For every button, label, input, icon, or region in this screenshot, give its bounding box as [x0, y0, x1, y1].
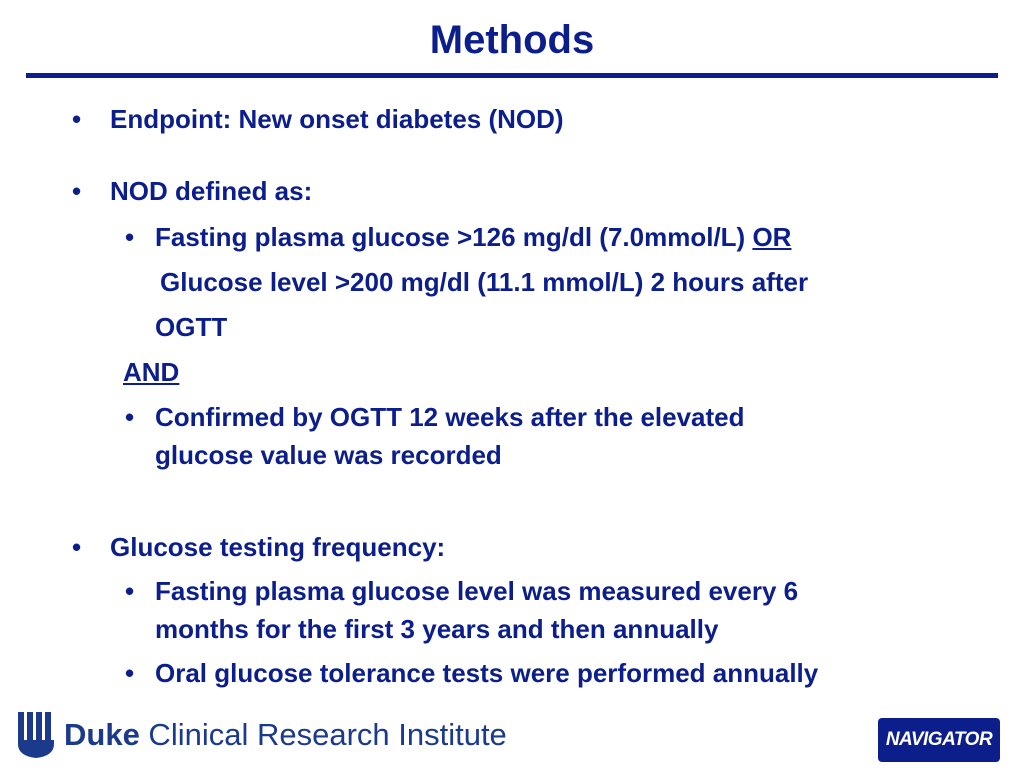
bullet-dot: • — [72, 104, 82, 134]
sub-bullet-dot: • — [125, 222, 135, 252]
sub-bullet-ogtt-annually: Oral glucose tolerance tests were perfor… — [155, 658, 819, 688]
slide-title: Methods — [429, 18, 595, 62]
sub-bullet-dot: • — [125, 576, 135, 606]
bullet-dot: • — [72, 176, 82, 206]
bullet-nod-defined: NOD defined as: — [110, 176, 313, 206]
sub-bullet-fasting-glucose: Fasting plasma glucose >126 mg/dl (7.0mm… — [155, 222, 791, 253]
sub-bullet-fasting-measured-line1: Fasting plasma glucose level was measure… — [155, 576, 799, 606]
bullet-dot: • — [72, 532, 82, 562]
bullet-testing-frequency: Glucose testing frequency: — [110, 532, 446, 562]
bullet-endpoint: Endpoint: New onset diabetes (NOD) — [110, 104, 564, 134]
sub-bullet-confirmed-line1: Confirmed by OGTT 12 weeks after the ele… — [155, 402, 745, 432]
sub-bullet-confirmed-line2: glucose value was recorded — [155, 440, 502, 470]
institute-name: Duke Clinical Research Institute — [64, 717, 507, 752]
sub-bullet-dot: • — [125, 658, 135, 688]
navigator-logo: NAVIGATOR — [878, 718, 1000, 762]
and-connector: AND — [123, 357, 180, 387]
fasting-glucose-text: Fasting plasma glucose >126 mg/dl (7.0mm… — [155, 222, 753, 252]
glucose-level-line: Glucose level >200 mg/dl (11.1 mmol/L) 2… — [160, 267, 809, 297]
navigator-logo-text: NAVIGATOR — [885, 729, 993, 750]
or-connector: OR — [752, 222, 792, 252]
duke-shield-icon — [18, 712, 54, 758]
sub-bullet-dot: • — [125, 402, 135, 432]
ogtt-line: OGTT — [155, 312, 228, 342]
duke-logo: Duke Clinical Research Institute — [16, 712, 507, 758]
title-divider — [26, 73, 998, 78]
sub-bullet-fasting-measured-line2: months for the first 3 years and then an… — [155, 614, 719, 644]
